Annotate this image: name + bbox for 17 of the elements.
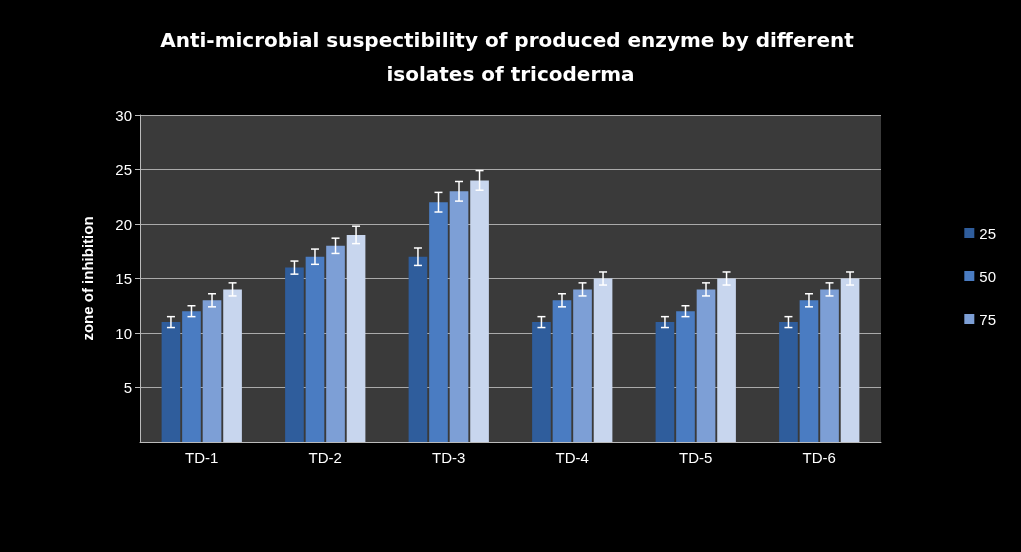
x-tick-label: TD-5 bbox=[679, 449, 713, 466]
x-tick-label: TD-4 bbox=[555, 449, 589, 466]
legend-label: 75 bbox=[979, 310, 996, 328]
y-axis-title: zone of inhibition bbox=[79, 216, 96, 341]
x-tick-label: TD-1 bbox=[185, 449, 219, 466]
chart-title: Anti-microbial suspectibility of produced enzyme by different isolates of tricoderma bbox=[160, 28, 861, 86]
y-tick-label: 25 bbox=[115, 161, 132, 178]
x-tick-label: TD-2 bbox=[308, 449, 342, 466]
x-tick-label: TD-6 bbox=[802, 449, 836, 466]
y-tick-label: 20 bbox=[115, 215, 132, 233]
y-tick-label: 15 bbox=[115, 270, 132, 287]
y-tick-label: 30 bbox=[115, 106, 132, 124]
y-tick-label: 10 bbox=[115, 324, 132, 342]
x-tick-label: TD-3 bbox=[432, 449, 466, 466]
legend-label: 25 bbox=[979, 224, 996, 242]
y-tick-label: 5 bbox=[123, 379, 132, 396]
legend-label: 50 bbox=[979, 267, 996, 285]
